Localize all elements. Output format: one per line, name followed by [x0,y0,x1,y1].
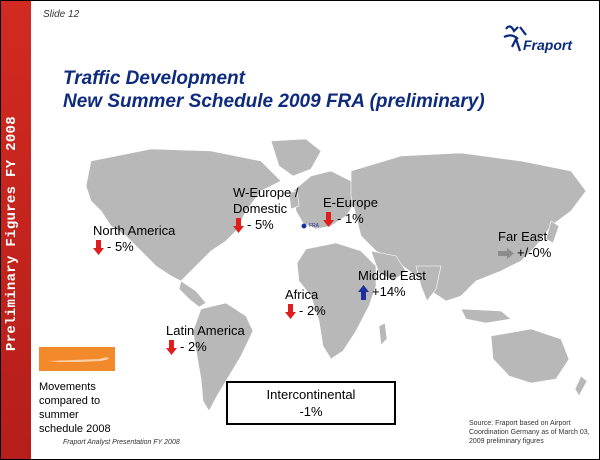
frankfurt-marker-icon: FRA [301,223,320,229]
movements-line1: Movements [39,381,96,393]
w-europe-change: - 5% [247,217,274,232]
legend-swatch [39,347,115,371]
intercontinental-label: Intercontinental [266,387,356,402]
e-europe-change: - 1% [337,211,364,226]
north-america-name: North America [93,223,176,238]
far-east-change: +/-0% [517,245,552,260]
world-map: FRA [85,138,588,412]
down-arrow-icon [285,303,296,319]
sidebar-caption: Preliminary Figures FY 2008 [4,116,20,351]
greenland-landmass [270,138,322,177]
region-latin-america: Latin America - 2% [166,323,245,355]
japan-landmass [545,220,560,244]
movements-line4: schedule 2008 [39,423,111,435]
source-line3: 2009 preliminary figures [469,438,544,445]
down-arrow-icon [323,211,334,227]
north-america-landmass [85,148,282,282]
slide-title: Traffic Development New Summer Schedule … [63,67,485,113]
w-europe-name-line1: W-Europe / [233,185,299,200]
region-e-europe: E-Europe - 1% [323,195,378,227]
arabia-landmass [370,250,407,282]
source-line1: Source: Fraport based on Airport [469,420,571,427]
central-america-landmass [178,280,207,308]
footer-caption: Fraport Analyst Presentation FY 2008 [63,439,180,446]
region-north-america: North America - 5% [93,223,175,255]
latin-america-name: Latin America [166,323,245,338]
down-arrow-icon [93,239,104,255]
asia-landmass [350,152,587,302]
africa-name: Africa [285,287,319,302]
down-arrow-icon [233,217,244,233]
indonesia-landmass [460,308,512,324]
title-line-1: Traffic Development [63,68,245,89]
logo-wordmark: Fraport [523,37,572,53]
europe-landmass [292,170,357,230]
source-note: Source: Fraport based on Airport Coordin… [469,419,597,446]
movements-line2: compared to [39,395,101,407]
new-zealand-landmass [574,375,588,397]
australia-landmass [490,328,570,384]
region-far-east: Far East +/-0% [498,229,551,261]
airplane-icon [47,357,109,362]
svg-text:FRA: FRA [309,223,320,229]
fraport-logo-icon [503,25,527,52]
right-arrow-icon [498,247,514,259]
sidebar-band: Preliminary Figures FY 2008 [1,1,31,459]
intercontinental-change: -1% [299,404,323,419]
title-line-2: New Summer Schedule 2009 FRA (preliminar… [63,91,485,112]
up-arrow-icon [358,284,369,300]
source-line2: Coordination Germany as of March 03, [469,429,590,436]
region-middle-east: Middle East +14% [358,268,426,300]
madagascar-landmass [378,322,388,346]
india-landmass [415,265,442,302]
movements-line3: summer [39,409,79,421]
slide-number: Slide 12 [43,9,80,20]
down-arrow-icon [166,339,177,355]
north-america-change: - 5% [107,239,134,254]
south-america-landmass [192,302,254,412]
far-east-name: Far East [498,229,548,244]
w-europe-name-line2: Domestic [233,201,288,216]
intercontinental-box: Intercontinental -1% [226,381,396,425]
e-europe-name: E-Europe [323,195,378,210]
region-w-europe: W-Europe / Domestic - 5% [233,185,299,233]
middle-east-change: +14% [372,284,406,299]
uk-landmass [288,190,300,210]
region-africa: Africa - 2% [285,287,326,319]
latin-america-change: - 2% [180,339,207,354]
africa-change: - 2% [299,303,326,318]
middle-east-name: Middle East [358,268,426,283]
africa-landmass [296,242,377,360]
movements-note: Movements compared to summer schedule 20… [39,380,111,436]
